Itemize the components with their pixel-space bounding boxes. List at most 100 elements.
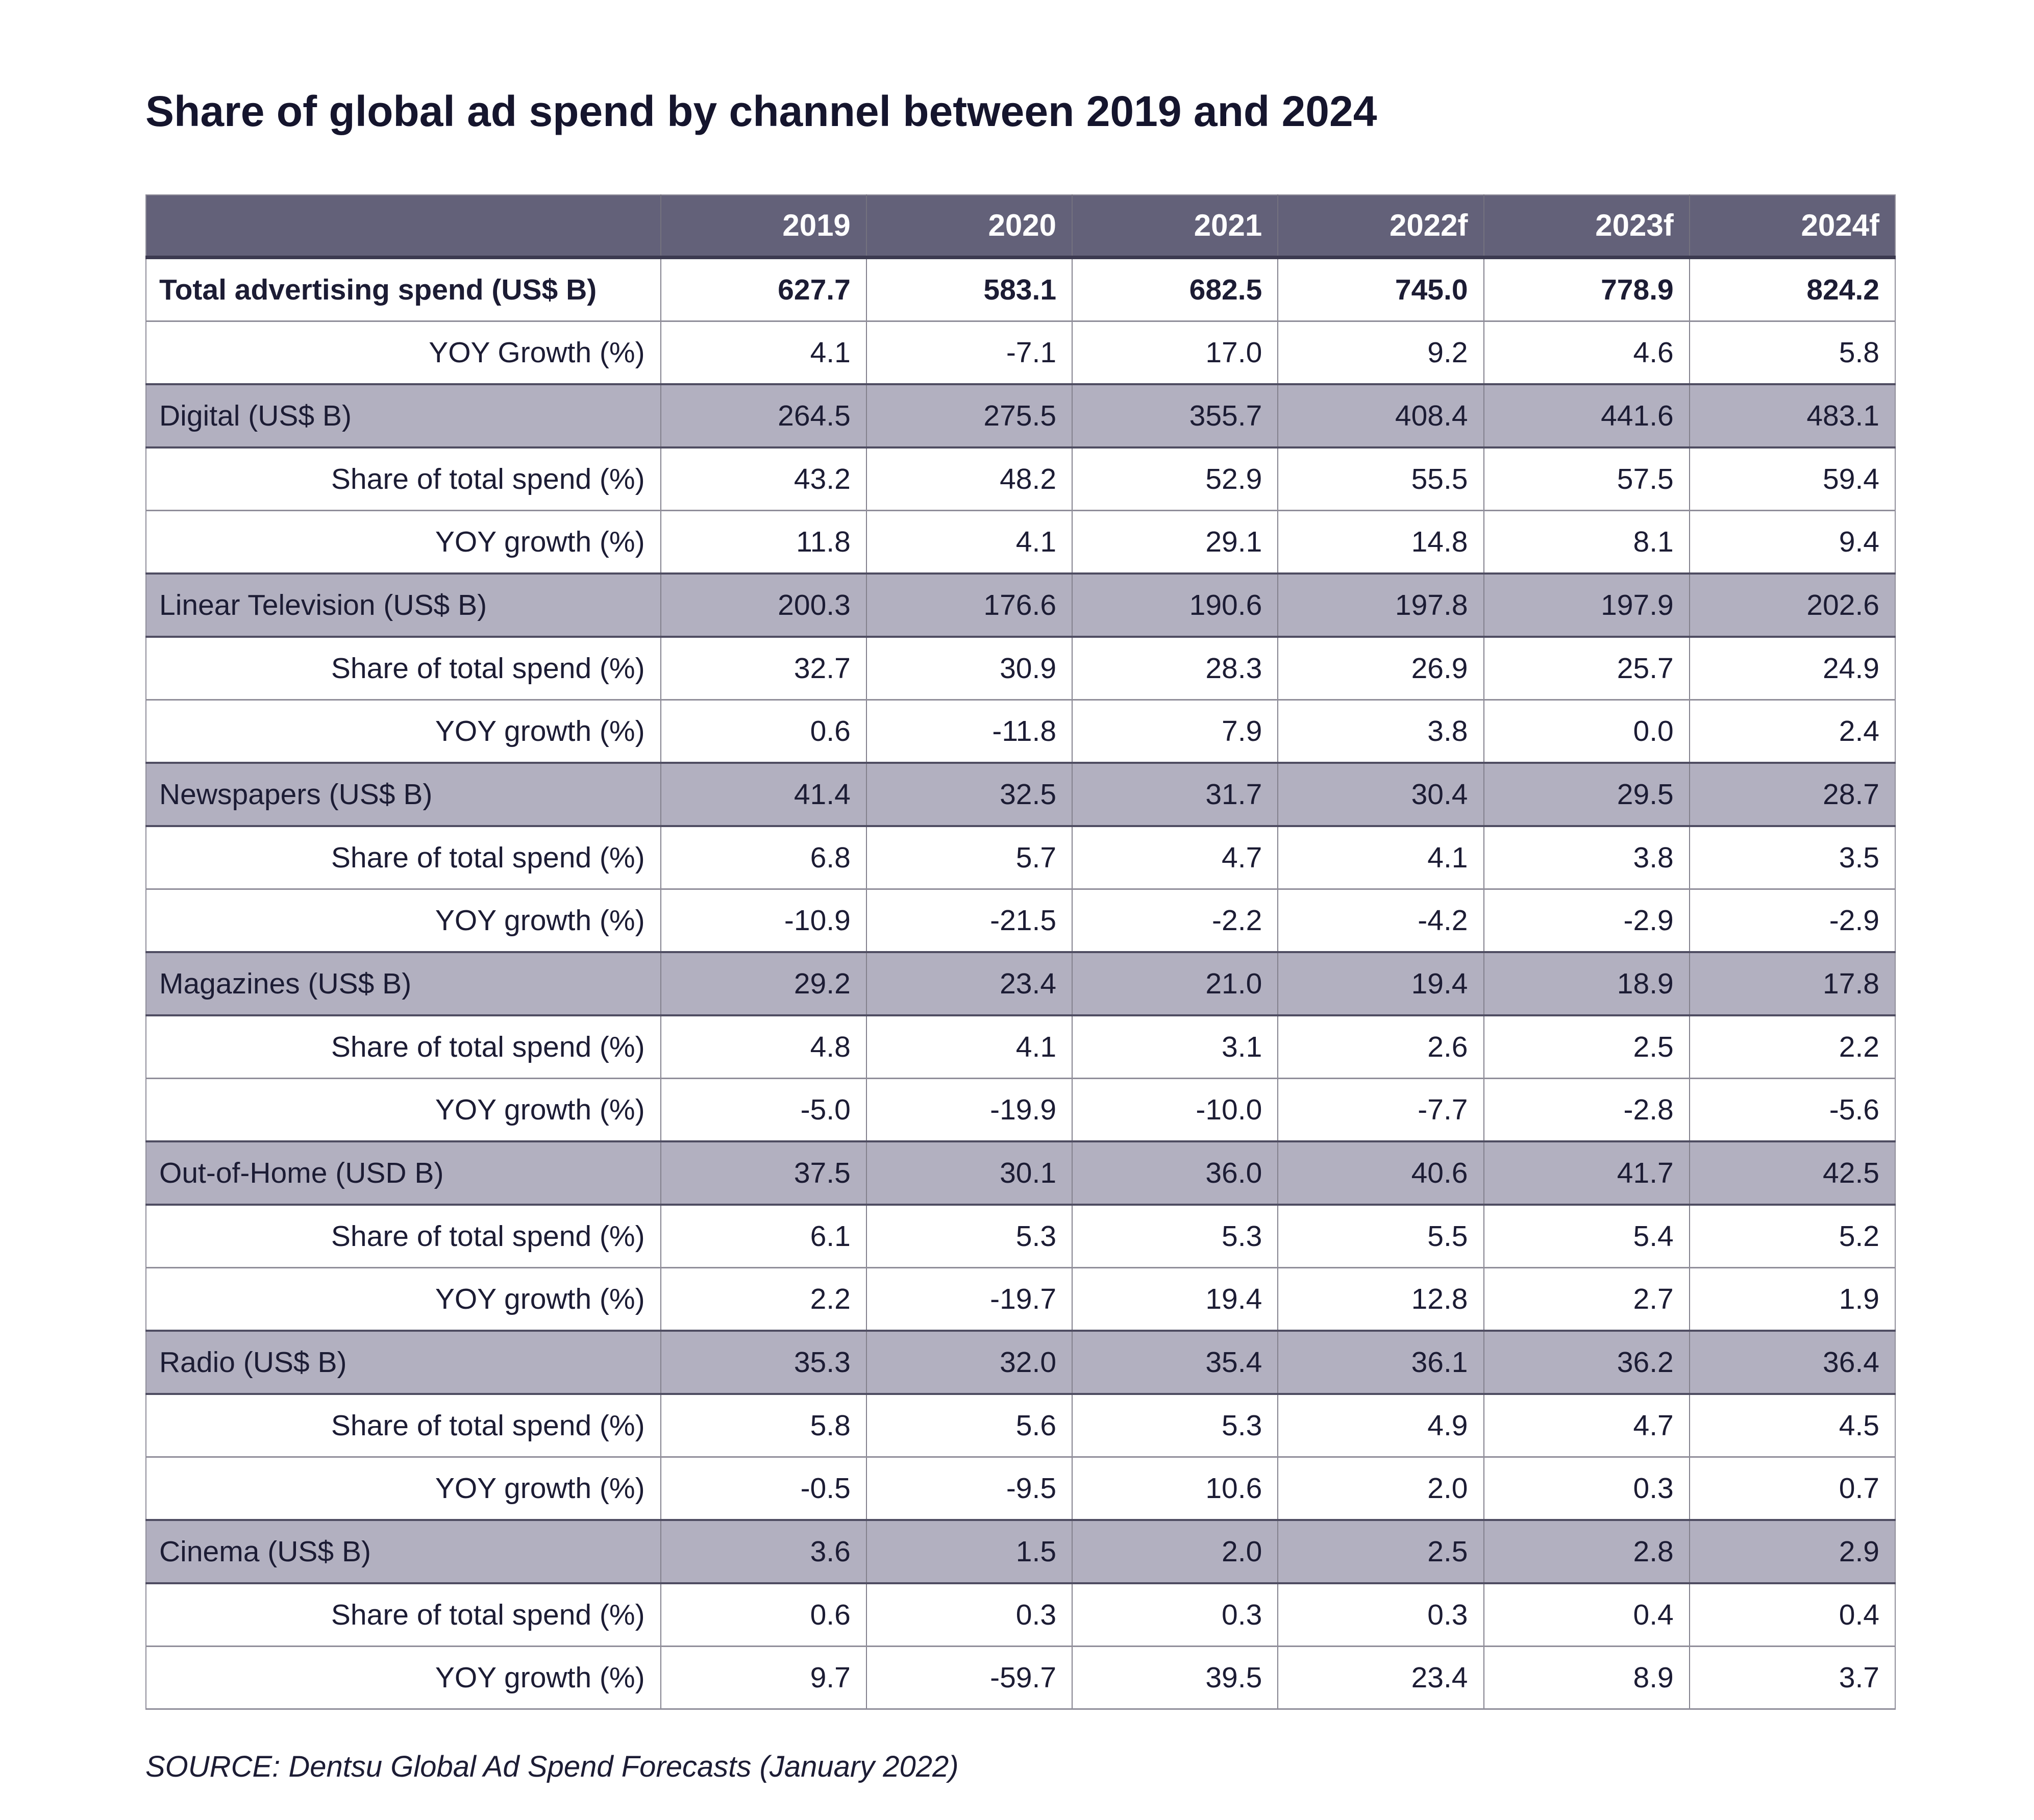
value-cell: 2.8 — [1483, 1518, 1690, 1584]
value-cell: 4.7 — [1483, 1393, 1690, 1458]
table-row: Radio (US$ B) 35.3 32.0 35.4 36.1 36.2 36.4 — [146, 1329, 1895, 1395]
value-cell: 42.5 — [1689, 1140, 1895, 1206]
value-cell: 0.7 — [1689, 1457, 1895, 1521]
value-cell: 36.4 — [1689, 1329, 1895, 1395]
table-row: Total advertising spend (US$ B) 627.7 583.… — [146, 257, 1895, 322]
value-cell: -2.8 — [1483, 1078, 1690, 1142]
value-cell: 29.1 — [1072, 510, 1278, 575]
value-cell: 9.2 — [1277, 321, 1484, 385]
value-cell: -7.1 — [865, 321, 1073, 385]
value-cell: 32.5 — [865, 761, 1073, 827]
value-cell: -19.9 — [865, 1078, 1073, 1142]
value-cell: -0.5 — [660, 1457, 866, 1521]
value-cell: 9.7 — [660, 1646, 866, 1710]
value-cell: 275.5 — [865, 383, 1073, 448]
value-cell: 26.9 — [1277, 636, 1484, 701]
value-cell: 2.5 — [1483, 1015, 1690, 1079]
column-header-2020: 2020 — [865, 194, 1073, 259]
value-cell: 5.7 — [865, 826, 1073, 890]
value-cell: 2.5 — [1277, 1518, 1484, 1584]
table-row: YOY growth (%) 0.6 -11.8 7.9 3.8 0.0 2.4 — [146, 700, 1895, 764]
value-cell: 35.3 — [660, 1329, 866, 1395]
table-row: Share of total spend (%) 43.2 48.2 52.9 55.5… — [146, 447, 1895, 511]
value-cell: -10.0 — [1072, 1078, 1278, 1142]
value-cell: 2.0 — [1277, 1457, 1484, 1521]
row-label: Share of total spend (%) — [146, 447, 661, 511]
row-label: YOY growth (%) — [146, 1267, 661, 1332]
value-cell: 778.9 — [1483, 257, 1690, 322]
value-cell: 4.1 — [1277, 826, 1484, 890]
value-cell: 5.6 — [865, 1393, 1073, 1458]
row-label: Share of total spend (%) — [146, 1015, 661, 1079]
table-row: Linear Television (US$ B) 200.3 176.6 190.6… — [146, 572, 1895, 638]
value-cell: 8.1 — [1483, 510, 1690, 575]
value-cell: 37.5 — [660, 1140, 866, 1206]
table-row: YOY growth (%) -5.0 -19.9 -10.0 -7.7 -2.8 -5.6 — [146, 1078, 1895, 1142]
ad-spend-table: 2019 2020 2021 2022f 2023f 2024f Total advert… — [145, 194, 1896, 1710]
column-header-2019: 2019 — [660, 194, 866, 259]
value-cell: 6.1 — [660, 1204, 866, 1268]
row-label: Share of total spend (%) — [146, 636, 661, 701]
value-cell: 19.4 — [1072, 1267, 1278, 1332]
value-cell: 355.7 — [1072, 383, 1278, 448]
value-cell: 197.8 — [1277, 572, 1484, 638]
value-cell: 21.0 — [1072, 951, 1278, 1016]
table-row: Share of total spend (%) 0.6 0.3 0.3 0.3 0.4 0… — [146, 1583, 1895, 1647]
value-cell: -9.5 — [865, 1457, 1073, 1521]
value-cell: 627.7 — [660, 257, 866, 322]
column-header-2023f: 2023f — [1483, 194, 1690, 259]
value-cell: 41.7 — [1483, 1140, 1690, 1206]
value-cell: 0.3 — [865, 1583, 1073, 1647]
row-label: Linear Television (US$ B) — [146, 572, 661, 638]
value-cell: 4.7 — [1072, 826, 1278, 890]
value-cell: 5.8 — [660, 1393, 866, 1458]
value-cell: -10.9 — [660, 889, 866, 953]
value-cell: -21.5 — [865, 889, 1073, 953]
value-cell: 19.4 — [1277, 951, 1484, 1016]
value-cell: 3.7 — [1689, 1646, 1895, 1710]
table-row: Share of total spend (%) 6.1 5.3 5.3 5.5 5.4 5… — [146, 1204, 1895, 1268]
row-label: Newspapers (US$ B) — [146, 761, 661, 827]
value-cell: 4.8 — [660, 1015, 866, 1079]
page-title: Share of global ad spend by channel betw… — [145, 87, 1377, 135]
table-row: YOY growth (%) -10.9 -21.5 -2.2 -4.2 -2.9 -2.9 — [146, 889, 1895, 953]
value-cell: 32.0 — [865, 1329, 1073, 1395]
table-row: Share of total spend (%) 5.8 5.6 5.3 4.9 4.7 4… — [146, 1393, 1895, 1458]
value-cell: 7.9 — [1072, 700, 1278, 764]
value-cell: 40.6 — [1277, 1140, 1484, 1206]
value-cell: 29.5 — [1483, 761, 1690, 827]
value-cell: 264.5 — [660, 383, 866, 448]
value-cell: -59.7 — [865, 1646, 1073, 1710]
table-row: YOY growth (%) 9.7 -59.7 39.5 23.4 8.9 3.7 — [146, 1646, 1895, 1710]
row-label: Radio (US$ B) — [146, 1329, 661, 1395]
header-row: 2019 2020 2021 2022f 2023f 2024f — [146, 194, 1895, 259]
value-cell: 0.4 — [1689, 1583, 1895, 1647]
value-cell: 3.1 — [1072, 1015, 1278, 1079]
value-cell: 5.3 — [1072, 1204, 1278, 1268]
value-cell: 36.1 — [1277, 1329, 1484, 1395]
row-label: YOY growth (%) — [146, 510, 661, 575]
value-cell: 17.8 — [1689, 951, 1895, 1016]
corner-header-cell — [146, 194, 661, 259]
table-row: Digital (US$ B) 264.5 275.5 355.7 408.4 441.6… — [146, 383, 1895, 448]
value-cell: 36.2 — [1483, 1329, 1690, 1395]
table-row: Share of total spend (%) 4.8 4.1 3.1 2.6 2.5 2… — [146, 1015, 1895, 1079]
value-cell: 48.2 — [865, 447, 1073, 511]
value-cell: 30.9 — [865, 636, 1073, 701]
value-cell: 5.3 — [865, 1204, 1073, 1268]
value-cell: 6.8 — [660, 826, 866, 890]
value-cell: -2.2 — [1072, 889, 1278, 953]
value-cell: 5.2 — [1689, 1204, 1895, 1268]
value-cell: -7.7 — [1277, 1078, 1484, 1142]
value-cell: 1.9 — [1689, 1267, 1895, 1332]
table-row: Newspapers (US$ B) 41.4 32.5 31.7 30.4 29.5 28… — [146, 761, 1895, 827]
row-label: YOY growth (%) — [146, 889, 661, 953]
value-cell: 31.7 — [1072, 761, 1278, 827]
value-cell: 39.5 — [1072, 1646, 1278, 1710]
value-cell: 176.6 — [865, 572, 1073, 638]
table-row: YOY Growth (%) 4.1 -7.1 17.0 9.2 4.6 5.8 — [146, 321, 1895, 385]
value-cell: 200.3 — [660, 572, 866, 638]
value-cell: 52.9 — [1072, 447, 1278, 511]
value-cell: 24.9 — [1689, 636, 1895, 701]
value-cell: 2.2 — [660, 1267, 866, 1332]
